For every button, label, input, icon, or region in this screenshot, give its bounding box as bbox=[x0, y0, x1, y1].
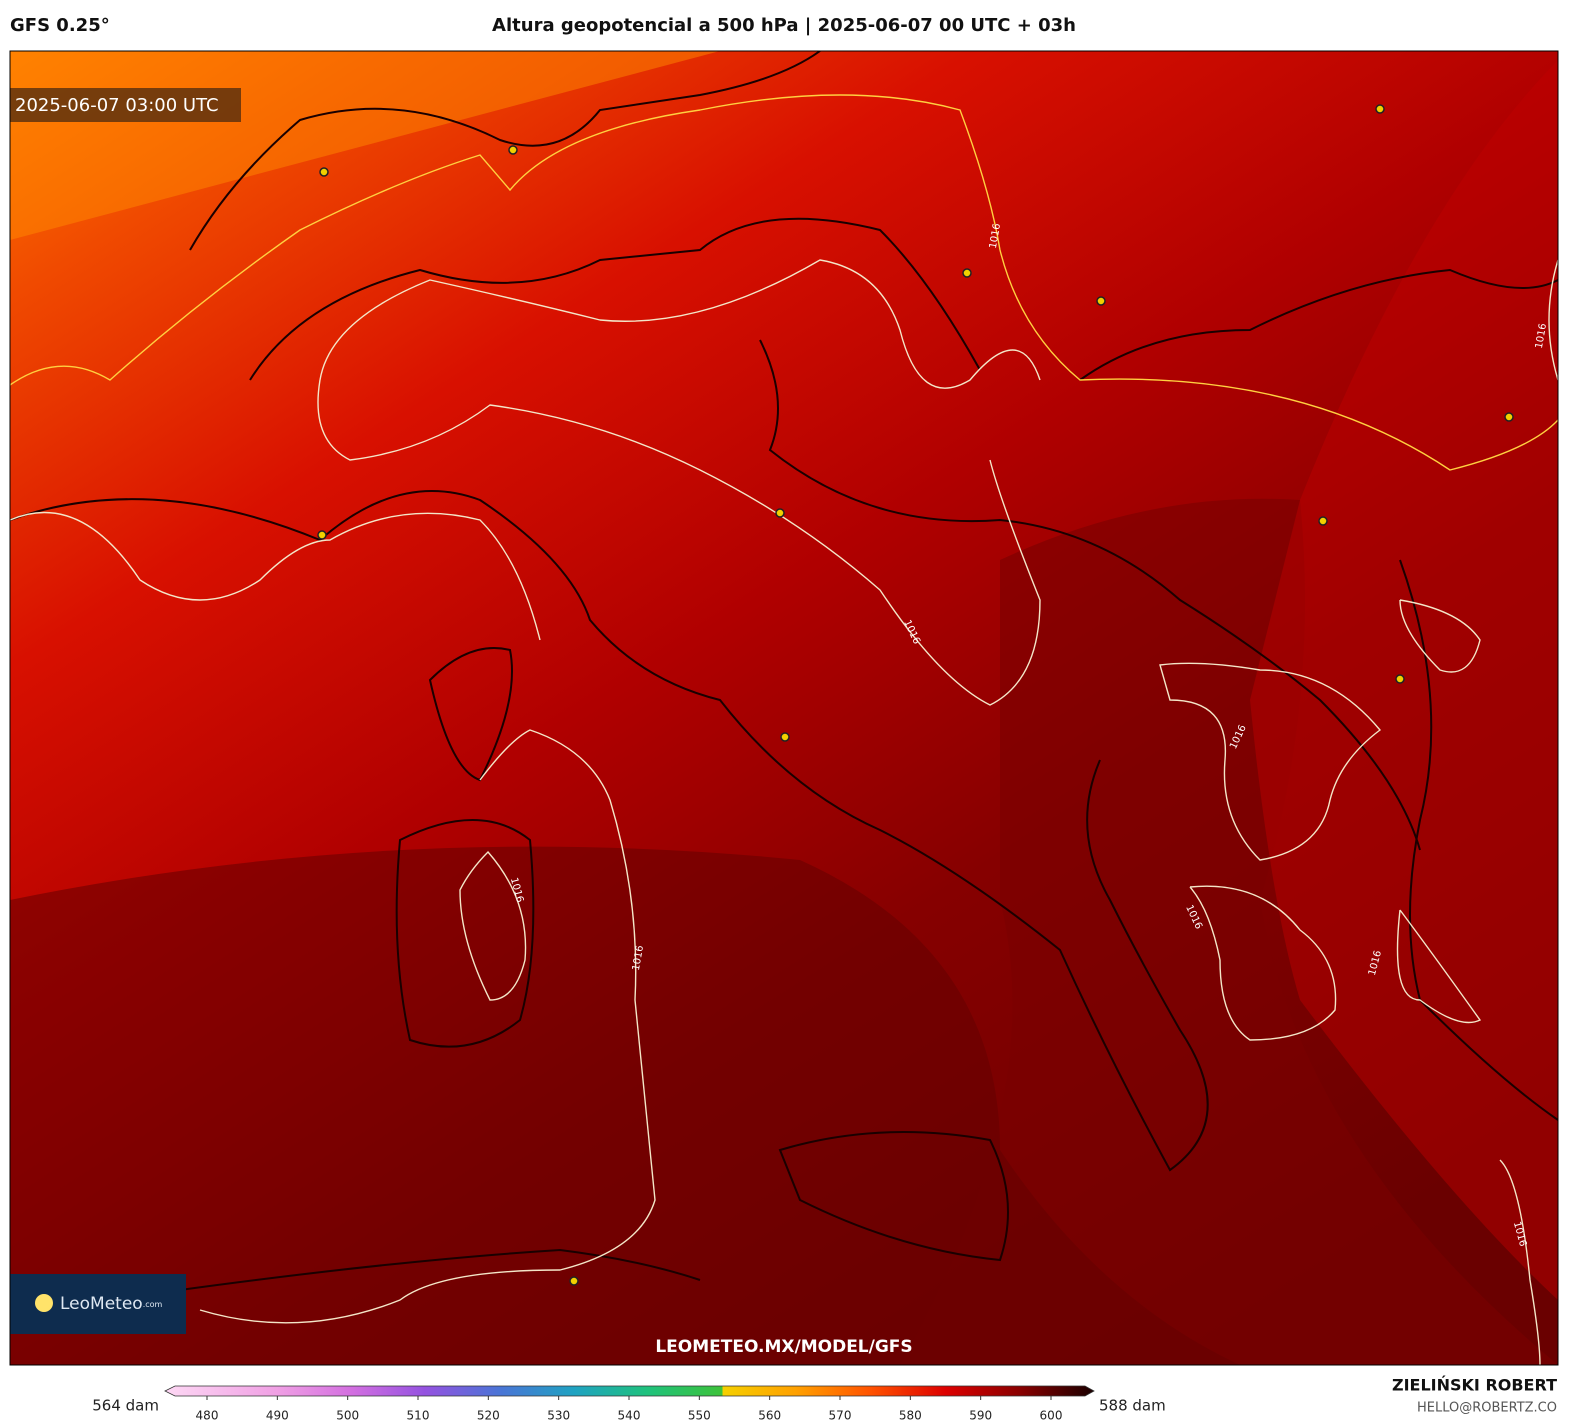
contour-label: 1016 bbox=[631, 945, 646, 972]
model-label: GFS 0.25° bbox=[10, 15, 110, 36]
colorbar-tick-label: 550 bbox=[688, 1409, 711, 1423]
colorbar-min-label: 564 dam bbox=[92, 1397, 159, 1415]
colorbar-ramp bbox=[164, 1385, 1095, 1397]
colorbar-tick-label: 530 bbox=[547, 1409, 570, 1423]
isobars bbox=[10, 94, 1558, 1365]
colorbar-max-label: 588 dam bbox=[1099, 1397, 1166, 1415]
map-frame bbox=[9, 50, 1559, 1366]
valid-time: 2025-06-07 03:00 UTC bbox=[15, 95, 219, 116]
logo-suffix: .com bbox=[143, 1300, 163, 1309]
colorbar-tick-label: 500 bbox=[336, 1409, 359, 1423]
contour-label: 1016 bbox=[1534, 323, 1549, 350]
colorbar-tick-label: 560 bbox=[758, 1409, 781, 1423]
logo-name: LeoMeteo bbox=[60, 1294, 143, 1314]
time-box bbox=[10, 88, 241, 122]
colorbar-tick-label: 600 bbox=[1040, 1409, 1063, 1423]
coastlines bbox=[10, 51, 1558, 1291]
watermark: LEOMETEO.MX/MODEL/GFS bbox=[655, 1337, 912, 1357]
map-title: Altura geopotencial a 500 hPa | 2025-06-… bbox=[492, 15, 1076, 36]
colorbar-tick-label: 510 bbox=[407, 1409, 430, 1423]
height-band bbox=[900, 498, 1558, 1365]
contour-label: 1016 bbox=[988, 223, 1003, 250]
height-band bbox=[10, 846, 1240, 1365]
colorbar-tick-label: 480 bbox=[196, 1409, 219, 1423]
colorbar-tick-label: 490 bbox=[266, 1409, 289, 1423]
colorbar-tick-label: 570 bbox=[829, 1409, 852, 1423]
colorbar-tick-label: 520 bbox=[477, 1409, 500, 1423]
colorbar-tick-label: 590 bbox=[969, 1409, 992, 1423]
logo-text: LeoMeteo.com bbox=[60, 1294, 163, 1314]
colorbar-tick-label: 540 bbox=[618, 1409, 641, 1423]
colorbar: 564 dam 588 dam 480 490 500 510 520 530 540 550… bbox=[92, 1385, 1166, 1423]
email: HELLO@ROBERTZ.CO bbox=[1417, 1401, 1557, 1416]
author: ZIELIŃSKI ROBERT bbox=[1392, 1376, 1557, 1395]
logo-sun bbox=[35, 1294, 53, 1312]
colorbar-tick-label: 580 bbox=[899, 1409, 922, 1423]
city-markers bbox=[317, 104, 1514, 1286]
